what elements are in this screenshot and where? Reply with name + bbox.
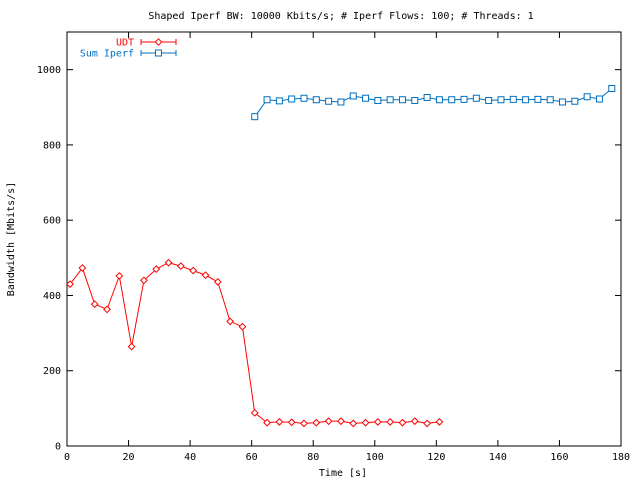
data-point-udt — [90, 300, 99, 309]
data-point-udt — [127, 342, 136, 351]
x-axis-label: Time [s] — [319, 468, 367, 479]
data-point-udt — [152, 265, 161, 274]
data-point-sum-iperf — [325, 97, 333, 105]
x-tick-label: 120 — [427, 452, 445, 463]
data-point-udt — [287, 418, 296, 427]
data-point-sum-iperf — [349, 92, 357, 100]
y-axis-label: Bandwidth [Mbits/s] — [6, 182, 17, 296]
data-point-sum-iperf — [263, 96, 271, 104]
series-line-udt — [69, 262, 440, 424]
series-line-sum-iperf — [254, 88, 613, 117]
data-point-sum-iperf — [595, 95, 603, 103]
data-point-sum-iperf — [362, 94, 370, 102]
data-point-udt — [250, 408, 259, 417]
data-point-sum-iperf — [608, 84, 616, 92]
data-point-sum-iperf — [559, 98, 567, 106]
chart-title: Shaped Iperf BW: 10000 Kbits/s; # Iperf … — [148, 11, 533, 22]
x-tick-label: 100 — [366, 452, 384, 463]
data-point-udt — [201, 271, 210, 280]
data-point-sum-iperf — [288, 95, 296, 103]
y-tick-label: 600 — [43, 216, 61, 227]
legend-marker-udt — [154, 38, 163, 46]
data-point-udt — [423, 419, 432, 428]
series-sum-iperf — [251, 84, 616, 121]
legend-marker-sum-iperf — [155, 49, 162, 57]
data-point-udt — [361, 418, 370, 427]
legend-label-udt: UDT — [116, 38, 134, 49]
data-point-udt — [164, 258, 173, 267]
data-point-sum-iperf — [300, 94, 308, 102]
data-point-udt — [373, 418, 382, 426]
data-point-udt — [386, 418, 395, 426]
data-point-sum-iperf — [411, 96, 419, 104]
data-point-udt — [213, 277, 222, 286]
x-tick-label: 160 — [550, 452, 568, 463]
data-point-sum-iperf — [546, 96, 554, 104]
data-point-sum-iperf — [374, 96, 382, 104]
y-tick-label: 200 — [43, 366, 61, 377]
data-point-sum-iperf — [534, 95, 542, 103]
data-point-udt — [226, 317, 235, 326]
data-point-udt — [140, 276, 148, 285]
x-tick-label: 40 — [184, 452, 196, 463]
x-tick-label: 60 — [246, 452, 258, 463]
data-point-udt — [103, 305, 111, 314]
data-point-udt — [176, 262, 185, 271]
y-tick-label: 0 — [55, 442, 61, 453]
data-point-udt — [300, 419, 308, 428]
x-tick-label: 20 — [123, 452, 135, 463]
data-point-udt — [263, 418, 271, 427]
x-tick-label: 80 — [307, 452, 319, 463]
y-tick-label: 1000 — [37, 65, 61, 76]
data-point-sum-iperf — [423, 93, 431, 101]
data-point-sum-iperf — [460, 95, 468, 103]
data-point-udt — [115, 271, 124, 280]
data-point-udt — [275, 418, 284, 426]
x-tick-label: 0 — [64, 452, 70, 463]
data-point-sum-iperf — [435, 96, 443, 104]
data-point-sum-iperf — [497, 96, 505, 104]
data-point-udt — [337, 417, 345, 426]
data-point-sum-iperf — [472, 94, 480, 102]
data-point-sum-iperf — [398, 96, 406, 104]
series-udt — [66, 258, 444, 428]
plot-frame — [66, 31, 622, 447]
data-point-udt — [324, 417, 333, 426]
data-point-udt — [410, 417, 419, 426]
data-point-udt — [349, 419, 358, 428]
data-point-udt — [435, 418, 444, 426]
data-point-udt — [78, 264, 87, 272]
legend-label-sum-iperf: Sum Iperf — [80, 49, 134, 60]
data-point-udt — [189, 266, 198, 275]
axes-ticks: 0 20 40 60 80 100 120 140 160 180 0 200 400 600 800 100… — [37, 32, 630, 463]
data-point-udt — [398, 418, 407, 427]
data-point-sum-iperf — [275, 97, 283, 105]
y-tick-label: 400 — [43, 291, 61, 302]
data-point-udt — [66, 280, 74, 289]
data-point-sum-iperf — [337, 98, 345, 106]
data-point-sum-iperf — [251, 113, 259, 121]
data-point-sum-iperf — [386, 96, 394, 104]
data-point-sum-iperf — [522, 96, 530, 104]
data-point-udt — [312, 418, 321, 427]
x-tick-label: 180 — [612, 452, 630, 463]
data-point-sum-iperf — [583, 93, 591, 101]
data-point-sum-iperf — [509, 95, 517, 103]
data-point-sum-iperf — [485, 96, 493, 104]
y-tick-label: 800 — [43, 140, 61, 151]
x-tick-label: 140 — [489, 452, 507, 463]
series-layer — [66, 84, 616, 428]
data-point-sum-iperf — [312, 96, 320, 104]
data-point-sum-iperf — [571, 97, 579, 105]
data-point-udt — [238, 322, 247, 331]
data-point-sum-iperf — [448, 96, 456, 104]
